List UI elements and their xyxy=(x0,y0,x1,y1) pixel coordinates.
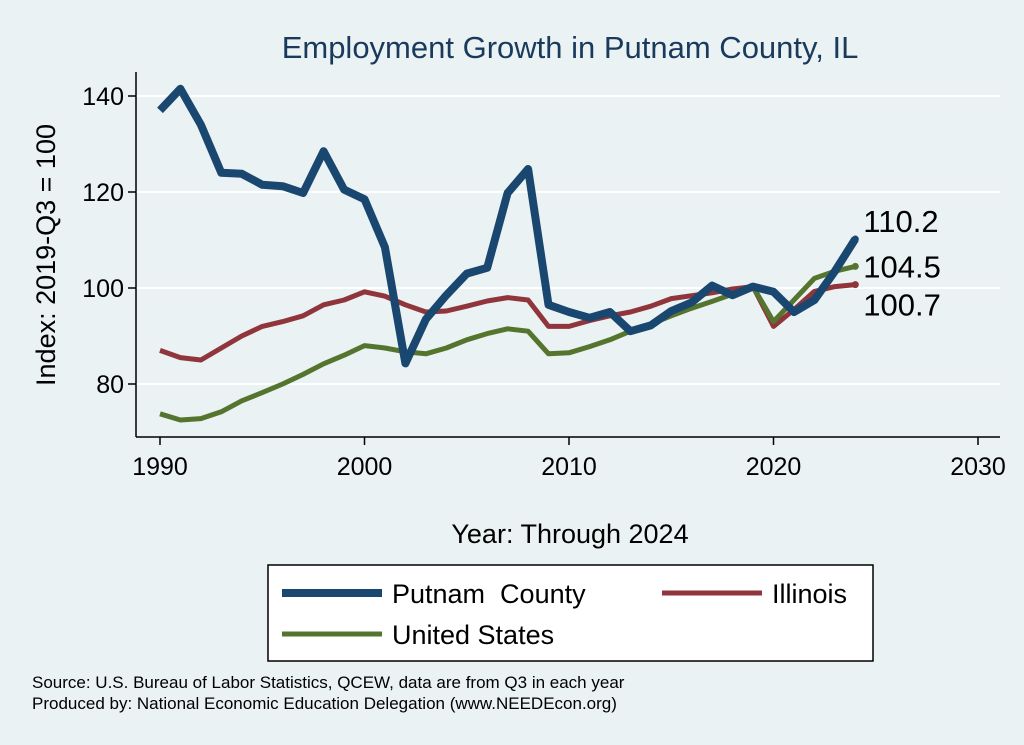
end-point-illinois xyxy=(851,281,859,289)
y-tick-label: 120 xyxy=(82,179,124,207)
x-tick-label: 1990 xyxy=(132,453,188,481)
legend: Putnam County Illinois United States xyxy=(267,564,874,662)
y-tick-label: 80 xyxy=(96,371,124,399)
y-axis-title: Index: 2019-Q3 = 100 xyxy=(31,124,61,386)
legend-box xyxy=(267,564,874,662)
legend-label-illinois: Illinois xyxy=(772,579,847,609)
series-lines xyxy=(157,84,859,423)
y-tick-label: 140 xyxy=(82,83,124,111)
end-label-united-states: 104.5 xyxy=(863,249,941,284)
x-ticks: 1990 2000 2010 2020 2030 xyxy=(132,437,1006,481)
end-point-putnam-county xyxy=(851,235,859,243)
x-tick-label: 2030 xyxy=(950,453,1006,481)
end-point-united-states xyxy=(851,262,859,270)
chart-title: Employment Growth in Putnam County, IL xyxy=(282,30,859,65)
legend-label-us: United States xyxy=(392,620,554,650)
x-tick-label: 2020 xyxy=(746,453,802,481)
end-labels: 110.2 100.7 104.5 xyxy=(863,204,941,323)
legend-label-putnam: Putnam County xyxy=(392,579,586,609)
end-label-illinois: 100.7 xyxy=(863,288,941,323)
x-axis-title: Year: Through 2024 xyxy=(451,519,688,549)
producer-note: Produced by: National Economic Education… xyxy=(32,694,617,713)
x-tick-label: 2000 xyxy=(337,453,393,481)
plot-area xyxy=(136,72,1000,437)
y-ticks: 80 100 120 140 xyxy=(82,83,136,399)
source-note: Source: U.S. Bureau of Labor Statistics,… xyxy=(32,673,625,692)
y-tick-label: 100 xyxy=(82,275,124,303)
end-label-putnam-county: 110.2 xyxy=(863,204,938,239)
series-line-putnam-county xyxy=(157,84,859,368)
x-tick-label: 2010 xyxy=(541,453,597,481)
